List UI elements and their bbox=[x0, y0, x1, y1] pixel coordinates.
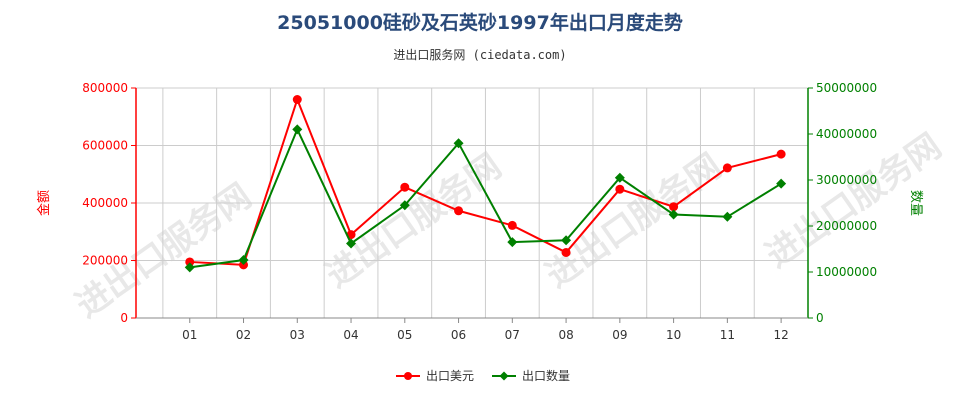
data-point bbox=[507, 220, 517, 230]
data-point bbox=[722, 163, 732, 173]
data-point bbox=[561, 247, 571, 257]
legend: 出口美元 出口数量 bbox=[396, 368, 570, 383]
legend-label: 出口美元 bbox=[426, 369, 474, 383]
right-axis-tick-label: 30000000 bbox=[816, 173, 877, 187]
left-axis-tick-label: 0 bbox=[120, 311, 128, 325]
legend-swatch-marker bbox=[404, 372, 412, 380]
right-axis-tick-label: 40000000 bbox=[816, 127, 877, 141]
series-line bbox=[189, 126, 782, 269]
axes: 0 200000 400000 600000 800000 0 10000000 200000… bbox=[36, 81, 923, 342]
right-axis-tick-label: 0 bbox=[816, 311, 824, 325]
data-point bbox=[668, 209, 679, 220]
x-axis-tick-label: 12 bbox=[773, 328, 788, 342]
data-point bbox=[400, 182, 410, 192]
data-point bbox=[454, 206, 464, 216]
data-point bbox=[776, 178, 787, 189]
data-point bbox=[399, 200, 410, 211]
left-axis-tick-label: 600000 bbox=[82, 139, 128, 153]
data-point bbox=[561, 235, 572, 246]
right-axis-tick-label: 10000000 bbox=[816, 265, 877, 279]
x-axis-tick-label: 02 bbox=[236, 328, 251, 342]
legend-label: 出口数量 bbox=[522, 368, 570, 383]
x-axis-tick-label: 01 bbox=[182, 328, 197, 342]
x-axis-tick-label: 11 bbox=[720, 328, 735, 342]
right-axis-title: 数量 bbox=[908, 190, 923, 216]
legend-swatch-marker bbox=[499, 371, 509, 381]
data-point bbox=[722, 211, 733, 222]
data-point bbox=[292, 95, 302, 104]
watermark-text: 进出口服务网 bbox=[319, 146, 509, 296]
left-axis-tick-label: 400000 bbox=[82, 196, 128, 210]
data-point bbox=[184, 262, 195, 273]
right-axis-tick-label: 20000000 bbox=[816, 219, 877, 233]
x-axis-tick-label: 07 bbox=[505, 328, 520, 342]
x-axis-tick-label: 03 bbox=[290, 328, 305, 342]
data-point bbox=[507, 237, 518, 248]
chart-subtitle: 进出口服务网 (ciedata.com) bbox=[393, 48, 567, 62]
data-point bbox=[292, 124, 303, 135]
left-axis-tick-label: 200000 bbox=[82, 254, 128, 268]
left-axis-title: 金额 bbox=[36, 190, 52, 216]
right-axis-tick-label: 50000000 bbox=[816, 81, 877, 95]
chart-title: 25051000硅砂及石英砂1997年出口月度走势 bbox=[277, 12, 683, 34]
data-point bbox=[453, 138, 464, 149]
data-point bbox=[238, 255, 249, 266]
x-axis-tick-label: 10 bbox=[666, 328, 681, 342]
x-axis-tick-label: 08 bbox=[558, 328, 573, 342]
x-axis-tick-label: 04 bbox=[343, 328, 358, 342]
data-point bbox=[776, 149, 786, 159]
x-axis-tick-label: 05 bbox=[397, 328, 412, 342]
grid-lines bbox=[136, 87, 809, 319]
data-point bbox=[614, 172, 625, 183]
left-axis-tick-label: 800000 bbox=[82, 81, 128, 95]
series-layer bbox=[184, 95, 787, 273]
data-point bbox=[185, 257, 195, 267]
data-point bbox=[669, 202, 679, 212]
x-axis-tick-label: 09 bbox=[612, 328, 627, 342]
data-point bbox=[346, 238, 357, 249]
series-line bbox=[189, 96, 782, 266]
x-axis-tick-label: 06 bbox=[451, 328, 466, 342]
data-point bbox=[615, 184, 625, 194]
